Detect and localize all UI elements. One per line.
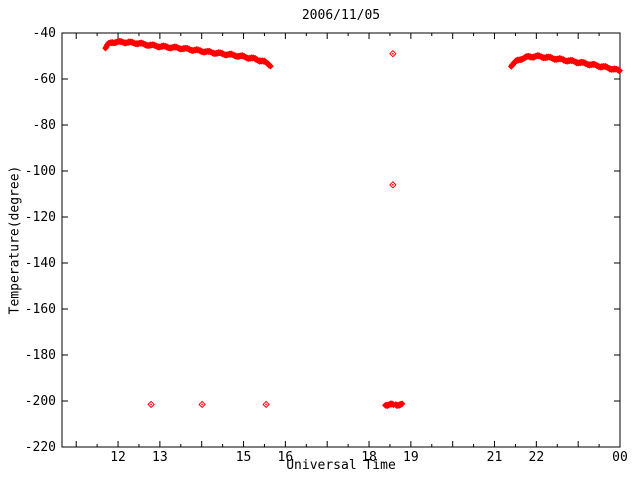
x-tick-label: 22 (529, 450, 545, 465)
y-tick-label: -220 (25, 440, 56, 455)
x-tick-label: 19 (403, 450, 419, 465)
y-tick-label: -180 (25, 348, 56, 363)
isolated-points (147, 49, 397, 409)
y-tick-label: -40 (33, 26, 56, 41)
plot-border (61, 32, 621, 448)
series-points (102, 37, 623, 410)
x-tick-label: 21 (487, 450, 503, 465)
x-tick-label: 13 (152, 450, 168, 465)
x-tick-label: 12 (110, 450, 126, 465)
tick-labels: 12 13 15 16 18 19 21 22 00 -220 -200 -180 -160 -140 -1… (25, 26, 628, 465)
y-tick-label: -100 (25, 164, 56, 179)
x-tick-label: 16 (278, 450, 294, 465)
y-tick-label: -80 (33, 118, 56, 133)
y-tick-label: -120 (25, 210, 56, 225)
y-tick-label: -200 (25, 394, 56, 409)
chart-title: 2006/11/05 (301, 8, 381, 23)
y-axis-label: Temperature(degree) (7, 165, 23, 315)
x-axis-label: Universal Time (286, 458, 396, 473)
y-tick-label: -140 (25, 256, 56, 271)
axis-ticks (62, 32, 621, 448)
y-tick-label: -60 (33, 72, 56, 87)
x-tick-label: 15 (236, 450, 252, 465)
x-tick-label: 00 (612, 450, 628, 465)
y-tick-label: -160 (25, 302, 56, 317)
x-tick-label: 18 (361, 450, 377, 465)
